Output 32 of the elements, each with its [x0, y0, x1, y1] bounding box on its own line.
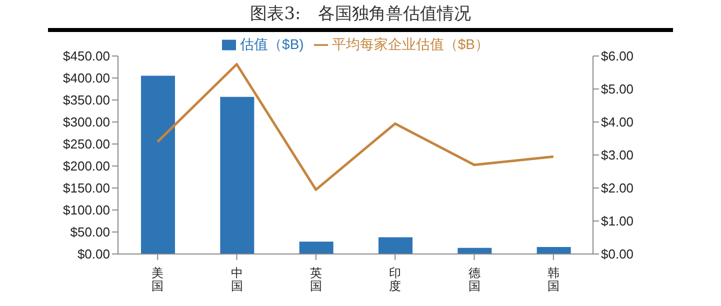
y-tick-label: $250.00	[63, 136, 110, 152]
y-tick-label: $100.00	[63, 202, 110, 218]
bar	[299, 242, 334, 254]
chart-title: 图表3: 各国独角兽估值情况	[249, 3, 472, 26]
bar	[378, 237, 412, 254]
y2-tick-label: $2.00	[601, 180, 634, 196]
y2-tick-label: $3.00	[601, 148, 634, 163]
y2-tick-label: $5.00	[601, 82, 634, 97]
bar	[141, 76, 175, 254]
y-tick-label: $350.00	[63, 92, 110, 108]
x-tick-label: 韩国	[547, 266, 560, 293]
y-tick-label: $200.00	[63, 158, 110, 174]
y-tick-label: $50.00	[70, 224, 110, 240]
y2-tick-label: $1.00	[601, 214, 634, 229]
y2-tick-label: $4.00	[601, 114, 634, 130]
y-tick-label: $450.00	[63, 48, 110, 64]
y2-tick-label: $6.00	[601, 48, 634, 64]
line-series	[156, 63, 555, 191]
x-tick-label: 印度	[389, 266, 402, 293]
x-tick-label: 英国	[310, 266, 322, 293]
bar	[220, 96, 254, 254]
y-tick-label: $0.00	[77, 246, 110, 262]
legend-label: 平均每家企业估值（$B）	[332, 36, 489, 52]
y2-tick-label: $0.00	[601, 246, 634, 262]
x-tick-label: 美国	[152, 266, 164, 293]
y-tick-label: $400.00	[63, 70, 110, 86]
y-tick-label: $150.00	[63, 180, 110, 196]
x-tick-label: 中国	[230, 266, 243, 293]
bar	[536, 246, 571, 254]
legend-label: 估值（$B)	[240, 36, 304, 52]
y-tick-label: $300.00	[63, 114, 110, 130]
x-tick-label: 德国	[468, 266, 480, 293]
